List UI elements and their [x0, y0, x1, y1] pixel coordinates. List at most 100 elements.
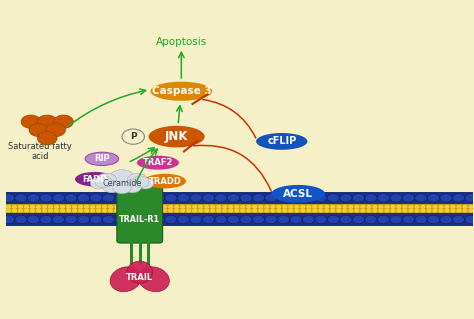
Circle shape — [328, 215, 339, 224]
Circle shape — [53, 215, 64, 224]
Circle shape — [265, 215, 277, 224]
Circle shape — [127, 209, 130, 212]
Circle shape — [36, 205, 40, 208]
Circle shape — [277, 209, 281, 212]
Circle shape — [215, 215, 227, 224]
Circle shape — [133, 205, 137, 208]
Circle shape — [277, 215, 290, 224]
Circle shape — [95, 176, 112, 188]
Circle shape — [175, 209, 179, 212]
Circle shape — [390, 215, 402, 224]
Circle shape — [190, 215, 202, 224]
Circle shape — [361, 205, 365, 208]
Circle shape — [397, 209, 401, 212]
Circle shape — [428, 215, 439, 224]
Circle shape — [319, 209, 323, 212]
Circle shape — [465, 215, 474, 224]
Circle shape — [343, 209, 346, 212]
Circle shape — [90, 215, 102, 224]
Text: TRAIL-R1: TRAIL-R1 — [119, 215, 160, 224]
Circle shape — [355, 205, 359, 208]
Circle shape — [217, 209, 220, 212]
Circle shape — [433, 209, 437, 212]
Circle shape — [115, 215, 127, 224]
Circle shape — [302, 194, 315, 202]
Circle shape — [202, 215, 215, 224]
Circle shape — [271, 209, 274, 212]
Circle shape — [152, 215, 164, 224]
Circle shape — [452, 194, 465, 202]
Circle shape — [49, 209, 52, 212]
Circle shape — [152, 194, 164, 202]
Circle shape — [277, 194, 290, 202]
Circle shape — [15, 215, 27, 224]
Circle shape — [157, 209, 161, 212]
Circle shape — [145, 205, 148, 208]
Text: JNK: JNK — [165, 130, 188, 143]
Circle shape — [65, 194, 77, 202]
Circle shape — [385, 205, 389, 208]
Circle shape — [301, 209, 305, 212]
Circle shape — [385, 209, 389, 212]
Circle shape — [121, 209, 125, 212]
Circle shape — [29, 123, 49, 137]
Circle shape — [102, 194, 115, 202]
Circle shape — [91, 205, 94, 208]
Circle shape — [77, 194, 90, 202]
Circle shape — [37, 115, 57, 128]
Circle shape — [31, 205, 34, 208]
Circle shape — [65, 215, 77, 224]
Circle shape — [451, 209, 455, 212]
Circle shape — [67, 209, 71, 212]
Ellipse shape — [144, 174, 186, 189]
Circle shape — [452, 215, 465, 224]
Circle shape — [343, 205, 346, 208]
Circle shape — [289, 205, 292, 208]
Circle shape — [228, 215, 239, 224]
Ellipse shape — [271, 185, 325, 203]
Circle shape — [27, 194, 39, 202]
Circle shape — [36, 209, 40, 212]
Circle shape — [123, 180, 142, 193]
Circle shape — [18, 209, 22, 212]
Ellipse shape — [85, 152, 118, 166]
Circle shape — [90, 194, 102, 202]
Circle shape — [302, 215, 315, 224]
Circle shape — [109, 170, 135, 188]
Circle shape — [187, 209, 191, 212]
Circle shape — [15, 194, 27, 202]
Circle shape — [79, 205, 82, 208]
Text: P: P — [130, 132, 137, 141]
Circle shape — [465, 194, 474, 202]
Circle shape — [205, 205, 209, 208]
Circle shape — [295, 205, 299, 208]
Circle shape — [421, 205, 425, 208]
Circle shape — [290, 194, 302, 202]
Circle shape — [415, 215, 427, 224]
Circle shape — [355, 209, 359, 212]
Circle shape — [2, 215, 15, 224]
Circle shape — [67, 205, 71, 208]
Bar — [6, 204, 474, 214]
Circle shape — [445, 205, 449, 208]
Circle shape — [145, 209, 148, 212]
Circle shape — [340, 194, 352, 202]
Circle shape — [132, 176, 149, 188]
Text: TRAIL: TRAIL — [126, 272, 153, 281]
Circle shape — [259, 209, 263, 212]
Circle shape — [193, 209, 197, 212]
Circle shape — [199, 209, 202, 212]
Text: Caspase 3: Caspase 3 — [152, 86, 211, 96]
Circle shape — [61, 209, 64, 212]
FancyBboxPatch shape — [117, 182, 163, 243]
Circle shape — [367, 209, 371, 212]
Circle shape — [451, 205, 455, 208]
Circle shape — [457, 205, 461, 208]
Ellipse shape — [149, 126, 205, 147]
Circle shape — [223, 209, 227, 212]
Circle shape — [37, 131, 57, 145]
Circle shape — [169, 209, 173, 212]
Circle shape — [181, 209, 184, 212]
Circle shape — [211, 209, 215, 212]
Circle shape — [157, 205, 161, 208]
